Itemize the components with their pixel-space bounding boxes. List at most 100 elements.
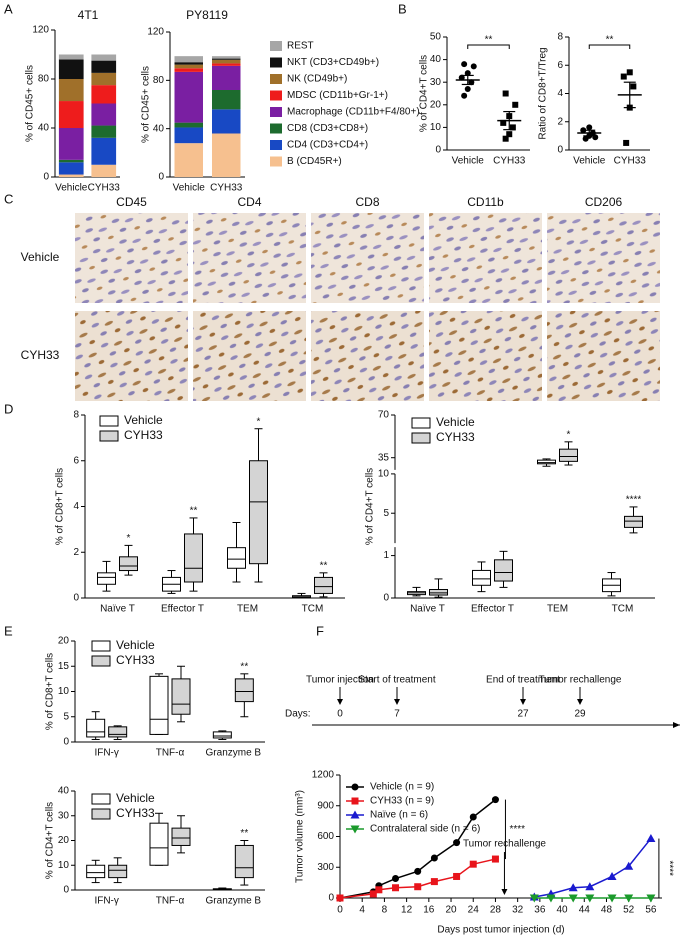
box (249, 460, 268, 565)
legend-swatch (99, 415, 119, 427)
bar-segment (212, 133, 241, 177)
data-point (585, 894, 595, 903)
y-tick-label: 20 (58, 835, 70, 846)
x-tick-label: 44 (579, 905, 591, 916)
arrowhead (394, 699, 400, 705)
y-tick-label: 0 (63, 885, 69, 896)
column-header: CD8 (355, 195, 379, 209)
significance-label: ** (606, 35, 614, 46)
y-tick-label: 20 (430, 99, 442, 110)
data-point (468, 79, 475, 86)
significance-label: **** (509, 824, 525, 835)
legend-label: Contralateral side (n = 6) (370, 824, 480, 835)
axis-label: Days: (285, 709, 311, 720)
data-point (624, 861, 634, 870)
legend-label: CYH33 (124, 428, 163, 442)
y-tick-label: 2 (557, 116, 563, 127)
column-header: CD11b (467, 195, 504, 209)
data-point (414, 883, 422, 891)
ihc-image (429, 311, 542, 401)
ihc-image (75, 213, 188, 303)
y-tick-label: 2 (73, 547, 79, 558)
x-tick-label: TNF-α (156, 896, 185, 907)
y-tick-label: 6 (73, 455, 79, 466)
data-point (607, 894, 617, 903)
y-tick-label: 0 (383, 593, 389, 604)
legend-swatch (270, 74, 282, 84)
y-tick-label: 0 (158, 172, 164, 183)
legend-label: Naïve (n = 6) (370, 810, 428, 821)
data-point (626, 69, 633, 76)
x-tick-label: 12 (401, 905, 413, 916)
data-point (620, 73, 627, 80)
column-header: CD206 (585, 195, 623, 209)
ihc-image (75, 311, 188, 401)
legend-label: CYH33 (116, 806, 155, 820)
data-point (546, 894, 556, 903)
y-tick-label: 35 (378, 452, 390, 463)
data-point (624, 894, 634, 903)
x-tick-label: 4 (359, 905, 365, 916)
legend-marker (350, 810, 360, 819)
y-tick-label: 0 (557, 145, 563, 156)
bar-segment (91, 60, 117, 73)
ihc-image (311, 213, 424, 303)
data-point (568, 883, 578, 892)
y-tick-label: 300 (317, 862, 334, 873)
x-tick-label: 40 (557, 905, 569, 916)
y-tick-label: 10 (378, 469, 390, 480)
legend-swatch (270, 107, 282, 117)
ihc-image (193, 311, 306, 401)
legend-label: MDSC (CD11b+Gr-1+) (287, 90, 388, 101)
column-header: CD4 (237, 195, 261, 209)
legend-label: Vehicle (116, 638, 155, 652)
legend-label: CD4 (CD3+CD4+) (287, 140, 368, 151)
x-tick-label: Granzyme B (206, 748, 262, 759)
x-tick-label: Naïve T (410, 604, 445, 615)
x-tick-label: 32 (512, 905, 524, 916)
x-tick-label: TCM (612, 604, 634, 615)
box (212, 731, 232, 739)
y-tick-label: 600 (317, 831, 334, 842)
x-tick-label: 24 (468, 905, 480, 916)
data-point (568, 894, 578, 903)
y-tick-label: 80 (38, 74, 50, 85)
data-point (512, 101, 519, 108)
data-point (469, 813, 477, 821)
y-tick-label: 20 (58, 636, 70, 647)
y-tick-label: 0 (328, 893, 334, 904)
y-tick-label: 30 (430, 77, 442, 88)
x-tick-label: 56 (645, 905, 657, 916)
event-label: Start of treatment (358, 675, 435, 686)
y-tick-label: 80 (153, 75, 165, 86)
y-tick-label: 6 (557, 60, 563, 71)
box (559, 448, 578, 462)
significance-label: ** (320, 560, 328, 571)
ihc-image (311, 311, 424, 401)
x-tick-label: 16 (423, 905, 435, 916)
significance-label: ** (485, 35, 493, 46)
y-axis-label: % of CD45+ cells (25, 65, 36, 142)
data-point (461, 61, 468, 68)
panel-letter: B (398, 1, 407, 16)
y-axis-label: % of CD45+ cells (141, 66, 152, 143)
arrowhead (520, 699, 526, 705)
bar-segment (174, 68, 203, 72)
y-tick-label: 900 (317, 800, 334, 811)
bar-segment (174, 62, 203, 65)
legend-label: Vehicle (124, 413, 163, 427)
y-tick-label: 10 (430, 122, 442, 133)
y-tick-label: 4 (557, 88, 563, 99)
legend-label: NKT (CD3+CD49b+) (287, 57, 379, 68)
panel-letter: A (4, 1, 13, 16)
data-point (592, 134, 599, 141)
data-point (491, 855, 499, 863)
chart-title: PY8119 (186, 8, 228, 22)
y-tick-label: 4 (73, 501, 79, 512)
bar-segment (212, 109, 241, 134)
data-point (646, 834, 656, 843)
legend-label: CD8 (CD3+CD8+) (287, 123, 368, 134)
event-label: Tumor rechallenge (538, 675, 621, 686)
x-tick-label: Naïve T (100, 604, 135, 615)
